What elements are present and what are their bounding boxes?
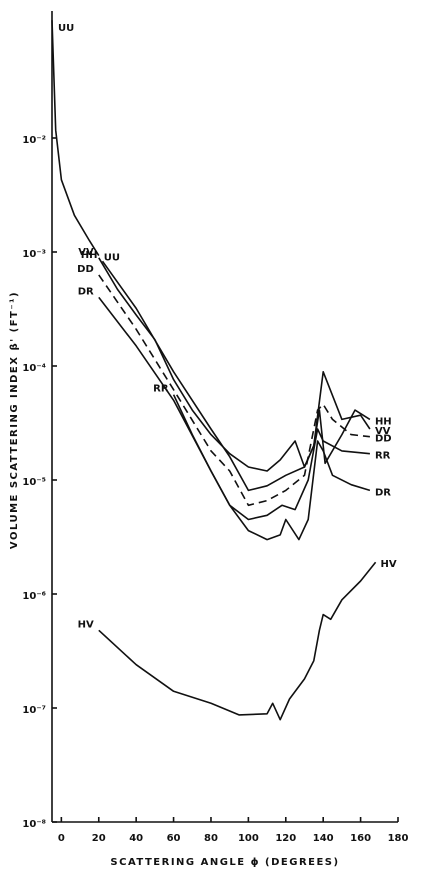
y-tick-label: 10⁻⁴ xyxy=(22,363,46,374)
x-tick-label: 40 xyxy=(129,833,143,844)
series-label: DR xyxy=(78,286,94,297)
series-label: VV xyxy=(375,426,391,437)
series-label: RR xyxy=(375,451,391,462)
series-label: HH xyxy=(81,250,98,261)
series-label: UU xyxy=(58,23,74,34)
x-tick-label: 80 xyxy=(204,833,218,844)
x-tick-label: 160 xyxy=(350,833,371,844)
x-axis-label: SCATTERING ANGLE ϕ (DEGREES) xyxy=(110,857,339,868)
series-label: DR xyxy=(375,487,391,498)
series-label: HH xyxy=(375,416,392,427)
y-tick-label: 10⁻² xyxy=(22,135,46,146)
x-tick-label: 0 xyxy=(58,833,65,844)
series-line xyxy=(98,561,377,721)
series-line xyxy=(98,274,370,507)
y-axis-label: VOLUME SCATTERING INDEX β' (FT⁻¹) xyxy=(9,291,20,549)
y-tick-label: 10⁻³ xyxy=(22,249,46,260)
series-label: VV xyxy=(78,247,94,258)
x-tick-label: 60 xyxy=(167,833,181,844)
y-tick-label: 10⁻⁵ xyxy=(22,477,46,488)
x-tick-label: 100 xyxy=(238,833,259,844)
x-tick-label: 140 xyxy=(313,833,334,844)
y-tick-label: 10⁻⁸ xyxy=(22,819,46,830)
series-label: DD xyxy=(375,434,392,445)
y-tick-label: 10⁻⁶ xyxy=(22,591,46,602)
series-line xyxy=(51,20,100,257)
x-tick-label: 180 xyxy=(388,833,409,844)
series-label: HV xyxy=(381,559,397,570)
series-line xyxy=(98,296,371,541)
series-line xyxy=(101,260,371,492)
x-tick-label: 120 xyxy=(275,833,296,844)
series-line xyxy=(98,257,371,472)
series-label: HV xyxy=(78,619,94,630)
x-tick-label: 20 xyxy=(92,833,106,844)
y-tick-label: 10⁻⁷ xyxy=(22,705,46,716)
series-label: DD xyxy=(77,264,94,275)
series-label: RR xyxy=(153,384,169,395)
series-label: UU xyxy=(104,253,120,264)
